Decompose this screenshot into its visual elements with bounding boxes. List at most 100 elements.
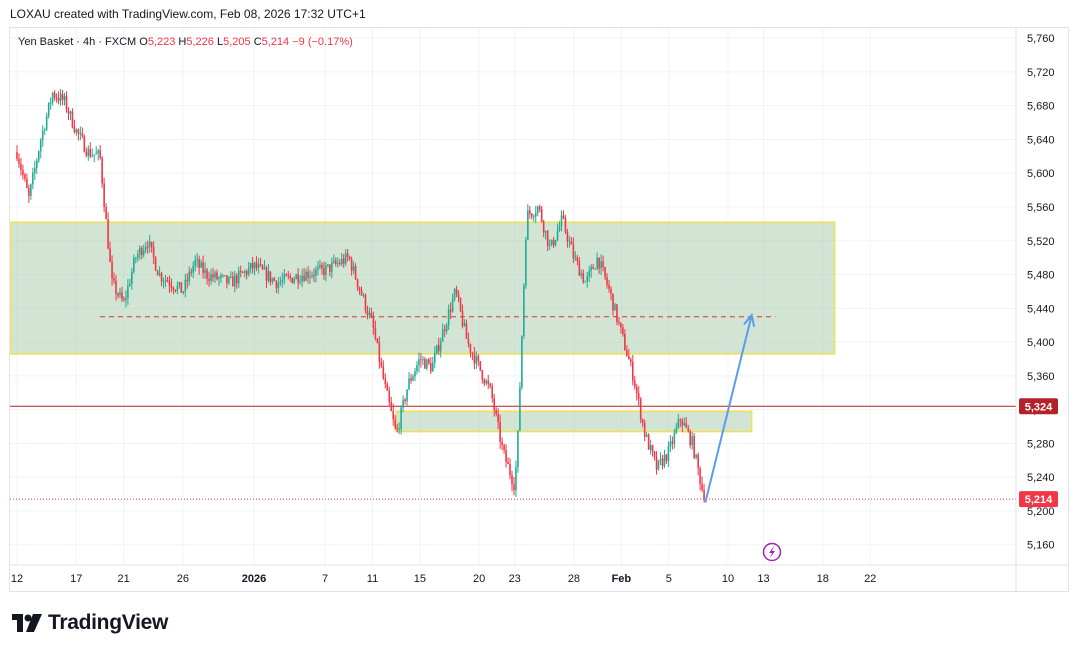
candle-body: [135, 257, 137, 259]
candle-body: [499, 421, 501, 442]
candle-body: [368, 313, 371, 315]
candle-body: [202, 262, 204, 273]
price-tick-label: 5,280: [1027, 438, 1055, 450]
candle-body: [560, 215, 563, 226]
candle-body: [295, 274, 297, 280]
candle-body: [637, 393, 640, 400]
candle-body: [299, 281, 301, 283]
candle-body: [386, 384, 389, 391]
candle-body: [53, 92, 56, 98]
candle-body: [534, 213, 537, 217]
candle-body: [525, 239, 527, 286]
candle-body: [69, 111, 72, 114]
price-line-badge: [1019, 398, 1058, 415]
candle-body: [445, 325, 448, 332]
candle-body: [291, 277, 294, 283]
candle-body: [245, 271, 248, 275]
candle-body: [39, 140, 42, 152]
candle-body: [467, 338, 470, 344]
candle-body: [473, 353, 476, 364]
candle-body: [487, 380, 490, 384]
candle-body: [79, 133, 82, 135]
tradingview-logo[interactable]: TradingView: [12, 611, 168, 635]
candle-body: [667, 446, 670, 461]
candle-body: [532, 216, 535, 218]
projection-arrow-head[interactable]: [743, 312, 756, 328]
supply-zone[interactable]: [10, 221, 836, 355]
candle-body: [156, 270, 159, 276]
candle-body: [416, 365, 418, 372]
candle-body: [598, 257, 600, 269]
candle-body: [148, 241, 151, 248]
chart-credit: LOXAU created with TradingView.com, Feb …: [10, 7, 366, 21]
candle-body: [253, 262, 256, 269]
candle-body: [91, 155, 94, 157]
candle-body: [190, 271, 193, 273]
candle-body: [34, 167, 36, 173]
candle-body: [592, 266, 594, 269]
candle-body: [693, 436, 695, 458]
chart-frame[interactable]: [9, 27, 1069, 592]
candle-body: [346, 253, 349, 257]
candle-body: [105, 206, 107, 220]
candle-body: [586, 276, 589, 282]
candle-body: [265, 267, 268, 281]
candle-body: [277, 283, 280, 289]
candle-body: [544, 230, 547, 233]
candle-body: [396, 428, 398, 430]
candle-body: [582, 273, 585, 283]
candle-body: [554, 240, 557, 246]
time-tick-label: 17: [70, 573, 82, 585]
candle-body: [590, 266, 592, 271]
candle-body: [578, 261, 581, 276]
candle-body: [226, 275, 228, 284]
candle-body: [61, 93, 64, 100]
candle-body: [275, 280, 278, 289]
candle-body: [63, 95, 66, 100]
candle-body: [307, 271, 309, 278]
candle-body: [228, 277, 230, 284]
candle-body: [430, 363, 432, 372]
candle-body: [479, 361, 482, 371]
candle-body: [517, 430, 519, 468]
candle-body: [77, 129, 80, 134]
candle-body: [146, 246, 149, 248]
candle-body: [121, 292, 123, 300]
candle-body: [495, 409, 497, 414]
candle-body: [192, 265, 195, 273]
candle-body: [639, 399, 642, 420]
candle-body: [75, 129, 78, 133]
price-tick-label: 5,400: [1027, 337, 1055, 349]
candle-body: [259, 264, 262, 266]
candle-body: [329, 264, 331, 272]
candle-body: [374, 328, 377, 339]
candle-body: [372, 317, 375, 329]
candle-body: [283, 274, 286, 280]
candle-body: [600, 261, 602, 269]
candle-body: [218, 277, 220, 280]
candle-body: [624, 334, 626, 351]
price-tick-label: 5,760: [1027, 33, 1055, 45]
candle-body: [398, 428, 400, 430]
time-tick-label: 22: [864, 573, 876, 585]
time-tick-label: 18: [817, 573, 829, 585]
candle-body: [36, 160, 38, 168]
demand-zone[interactable]: [395, 410, 753, 433]
candle-body: [665, 454, 668, 461]
candle-body: [384, 378, 387, 385]
candle-body: [188, 271, 191, 282]
symbol-name[interactable]: Yen Basket · 4h · FXCM: [18, 36, 137, 48]
candle-body: [59, 93, 62, 101]
flash-icon[interactable]: [762, 542, 782, 562]
candle-body: [119, 292, 121, 296]
candle-body: [701, 483, 703, 490]
candle-body: [101, 157, 103, 184]
candle-body: [37, 151, 40, 161]
time-tick-label: 20: [473, 573, 485, 585]
candle-body: [548, 244, 551, 246]
projection-arrow-shaft[interactable]: [704, 314, 753, 503]
candle-body: [400, 407, 402, 429]
time-tick-label: 7: [322, 573, 328, 585]
candle-body: [319, 264, 321, 268]
